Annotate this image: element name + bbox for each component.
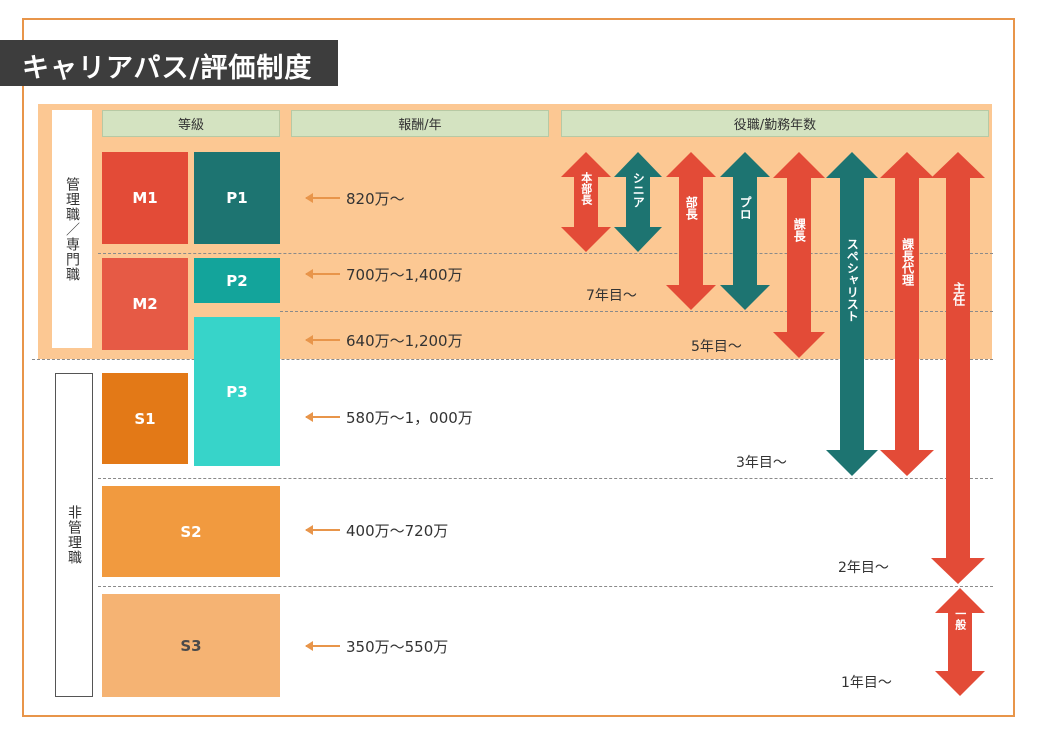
role-arrow-pro: プロ — [720, 152, 770, 310]
role-bucho: 部長 — [684, 196, 699, 220]
role-arrow-kacho: 課長 — [773, 152, 825, 358]
pay-m1: 820万〜 — [346, 189, 405, 208]
role-arrow-ippan: 一般 — [935, 588, 985, 696]
years-3: 3年目〜 — [736, 455, 787, 471]
left-arrow-icon — [305, 641, 340, 651]
group-management-label: 管理職／専門職 — [64, 176, 80, 282]
double-arrow-icon — [561, 152, 611, 252]
role-specialist: スペシャリスト — [845, 238, 860, 322]
double-arrow-icon — [773, 152, 825, 358]
double-arrow-icon — [666, 152, 716, 310]
double-arrow-icon — [614, 152, 662, 252]
outer-frame — [22, 18, 1015, 717]
left-arrow-icon — [305, 525, 340, 535]
divider-s1 — [98, 478, 993, 479]
role-kacho-dairi: 課長代理 — [900, 238, 915, 286]
header-grade: 等級 — [102, 110, 280, 137]
years-2: 2年目〜 — [838, 560, 889, 576]
role-honbucho: 本部長 — [579, 172, 593, 205]
double-arrow-icon — [720, 152, 770, 310]
grade-s3: S3 — [102, 594, 280, 697]
pay-row-s3: 350万〜550万 — [305, 636, 449, 656]
double-arrow-icon — [880, 152, 934, 476]
years-1: 1年目〜 — [841, 675, 892, 691]
left-arrow-icon — [305, 269, 340, 279]
role-arrow-honbucho: 本部長 — [561, 152, 611, 252]
group-management: 管理職／専門職 — [52, 110, 92, 348]
divider-p2 — [280, 311, 993, 312]
divider-s2 — [98, 586, 993, 587]
pay-row-s2: 400万〜720万 — [305, 520, 449, 540]
role-arrow-specialist: スペシャリスト — [826, 152, 878, 476]
role-shunin: 主任 — [951, 282, 966, 306]
pay-row-m2: 700万〜1,400万 — [305, 264, 463, 284]
double-arrow-icon — [931, 152, 985, 584]
divider-m1 — [98, 253, 993, 254]
left-arrow-icon — [305, 335, 340, 345]
role-arrow-kacho-dairi: 課長代理 — [880, 152, 934, 476]
role-arrow-bucho: 部長 — [666, 152, 716, 310]
grade-s1: S1 — [102, 373, 188, 464]
role-kacho: 課長 — [792, 218, 807, 242]
grade-m2: M2 — [102, 258, 188, 350]
years-7: 7年目〜 — [586, 288, 637, 304]
pay-row-p3: 640万〜1,200万 — [305, 330, 463, 350]
pay-s3: 350万〜550万 — [346, 637, 449, 656]
left-arrow-icon — [305, 193, 340, 203]
role-arrow-senior: シニア — [614, 152, 662, 252]
pay-p3: 640万〜1,200万 — [346, 331, 463, 350]
grade-m1: M1 — [102, 152, 188, 244]
grade-p2: P2 — [194, 258, 280, 303]
pay-s2: 400万〜720万 — [346, 521, 449, 540]
grade-s2: S2 — [102, 486, 280, 577]
title-bar — [0, 40, 338, 86]
pay-m2: 700万〜1,400万 — [346, 265, 463, 284]
role-ippan: 一般 — [953, 608, 967, 630]
role-arrow-shunin: 主任 — [931, 152, 985, 584]
role-senior: シニア — [631, 172, 646, 208]
divider-management — [32, 359, 993, 360]
years-5: 5年目〜 — [691, 339, 742, 355]
grade-p1: P1 — [194, 152, 280, 244]
group-non-management-label: 非管理職 — [66, 505, 82, 565]
double-arrow-icon — [935, 588, 985, 696]
page-title: キャリアパス/評価制度 — [22, 53, 313, 84]
pay-s1: 580万〜1，000万 — [346, 408, 473, 427]
double-arrow-icon — [826, 152, 878, 476]
group-non-management: 非管理職 — [55, 373, 93, 697]
header-pay: 報酬/年 — [291, 110, 549, 137]
left-arrow-icon — [305, 412, 340, 422]
role-pro: プロ — [738, 196, 753, 220]
pay-row-s1: 580万〜1，000万 — [305, 407, 473, 427]
grade-p3: P3 — [194, 317, 280, 466]
header-role: 役職/勤務年数 — [561, 110, 989, 137]
pay-row-m1: 820万〜 — [305, 188, 405, 208]
